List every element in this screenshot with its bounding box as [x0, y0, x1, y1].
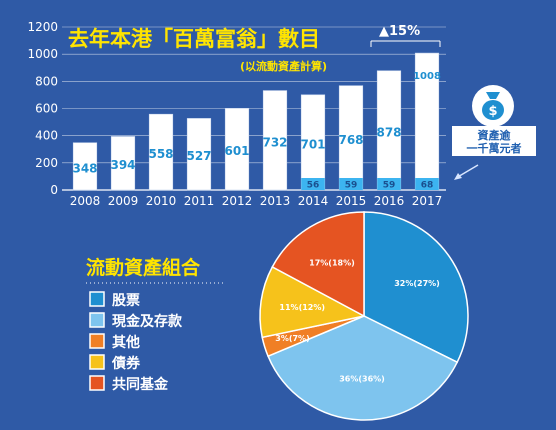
x-tick-label: 2010 — [146, 194, 177, 208]
y-axis-tick-labels: 0 200 400 600 800 1000 1200 — [27, 20, 58, 197]
x-tick-label: 2017 — [412, 194, 443, 208]
bar-base-segment — [339, 178, 363, 190]
bar-base-label: 59 — [383, 181, 396, 191]
pie-slice — [259, 265, 367, 339]
bar-base-segment — [377, 178, 401, 190]
x-tick-label: 2008 — [70, 194, 101, 208]
pie-slice-label: 3%(7%) — [275, 334, 309, 343]
legend-swatch — [89, 291, 105, 307]
bar — [72, 142, 98, 191]
pie-slice-label: 11%(12%) — [279, 303, 325, 312]
y-tick-label: 1000 — [27, 47, 58, 61]
bar-base-label: 68 — [421, 181, 434, 191]
y-tick-label: 200 — [35, 156, 58, 170]
bar — [148, 113, 174, 191]
callout-line-2: 一千萬元者 — [467, 141, 522, 155]
callout-box — [452, 126, 536, 156]
pie-slice-label: 17%(18%) — [309, 258, 355, 267]
y-tick-label: 0 — [50, 183, 58, 197]
legend-swatch — [89, 333, 105, 349]
x-axis-tick-labels: 2008 2009 2010 2011 2012 2013 2014 2015 2016 2017 — [70, 194, 443, 208]
y-tick-label: 600 — [35, 102, 58, 116]
bar-value-label: 732 — [262, 135, 287, 149]
bars: 348 394 558 527 601 732 56 701 59 768 59 878 68 1008 — [72, 52, 441, 191]
x-tick-label: 2011 — [184, 194, 215, 208]
bar — [262, 90, 288, 191]
x-tick-label: 2013 — [260, 194, 291, 208]
bar-chart-subtitle: (以流動資產計算) — [240, 59, 327, 73]
bar-base-label: 56 — [307, 181, 320, 191]
money-bag-icon: $ — [472, 85, 514, 127]
bar-base-segment — [415, 178, 439, 190]
bar-value-label: 701 — [300, 137, 325, 151]
pie-slice — [271, 211, 365, 318]
legend-label: 債券 — [111, 355, 141, 372]
bar-value-label: 558 — [148, 147, 173, 161]
bar-value-label: 1008 — [413, 71, 441, 82]
bar-value-label: 348 — [72, 161, 97, 175]
legend-swatch — [89, 312, 105, 328]
growth-annotation: ▲15% — [379, 24, 420, 39]
bar-value-label: 527 — [186, 149, 211, 163]
x-tick-label: 2015 — [336, 194, 367, 208]
legend-label: 現金及存款 — [112, 313, 183, 330]
bar-value-label: 768 — [338, 133, 363, 147]
pie-slice — [267, 315, 459, 421]
bar-base-label: 59 — [345, 181, 358, 191]
x-tick-label: 2012 — [222, 194, 253, 208]
callout-arrow-head — [454, 173, 462, 180]
legend-label: 其他 — [112, 334, 140, 351]
bar-value-label: 878 — [376, 125, 401, 139]
pie: 32%(27%) 36%(36%) 3%(7%) 11%(12%) 17%(18%) — [259, 211, 469, 421]
callout-line-1: 資產逾 — [478, 128, 512, 142]
pie-slice-label: 36%(36%) — [339, 374, 385, 383]
svg-text:$: $ — [488, 104, 497, 119]
legend-label: 股票 — [112, 293, 140, 309]
pie-slice-label: 32%(27%) — [394, 279, 440, 288]
bar-value-label: 601 — [224, 144, 249, 158]
bar — [186, 118, 212, 191]
bar-value-label: 394 — [110, 158, 135, 172]
y-tick-label: 800 — [35, 74, 58, 88]
pie-chart-title: 流動資產組合 — [86, 256, 201, 279]
bar-chart-title: 去年本港「百萬富翁」數目 — [68, 27, 320, 51]
y-tick-label: 1200 — [27, 20, 58, 34]
bar — [224, 108, 250, 191]
legend-swatch — [89, 375, 105, 391]
pie-slice — [363, 211, 469, 364]
legend-swatch — [89, 354, 105, 370]
x-tick-label: 2014 — [298, 194, 329, 208]
legend-label: 共同基金 — [112, 376, 169, 393]
bar — [110, 136, 136, 191]
x-tick-label: 2009 — [108, 194, 139, 208]
y-tick-label: 400 — [35, 129, 58, 143]
bar-base-segment — [301, 178, 325, 190]
x-tick-label: 2016 — [374, 194, 405, 208]
